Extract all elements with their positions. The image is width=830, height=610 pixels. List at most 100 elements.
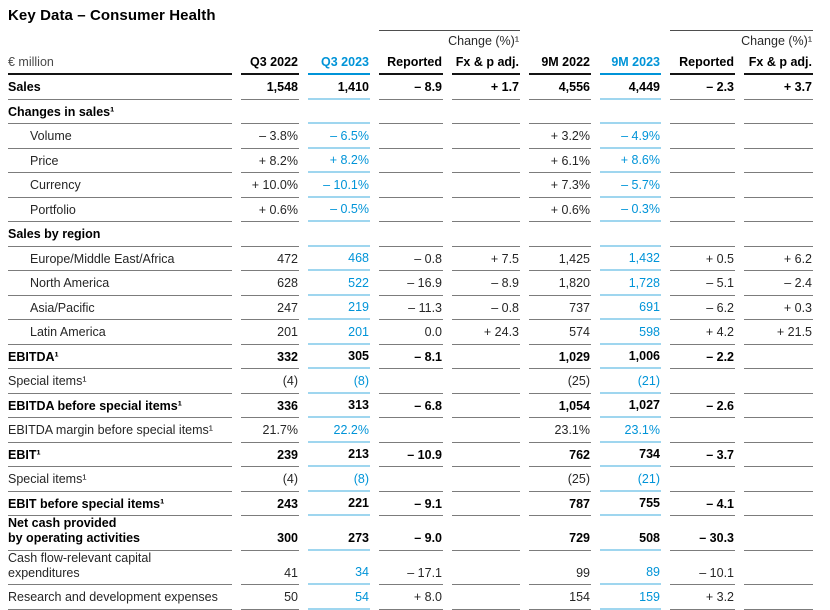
cell-fx-p-adj- (744, 173, 813, 198)
cell-reported: – 0.8 (379, 247, 443, 271)
cell-q3-2023: (8) (308, 467, 370, 492)
cell-reported: – 2.3 (670, 75, 735, 100)
cell-9m-2023: – 0.3% (600, 198, 661, 222)
table-row: Latin America 201 201 0.0 + 24.3 574 598 + 4.2 +… (8, 320, 813, 345)
cell-9m-2022: 1,820 (529, 271, 591, 296)
table-row: EBITDA before special items¹ 336 313 – 6.8 1… (8, 394, 813, 418)
cell-fx-p-adj- (452, 149, 520, 173)
cell-reported (379, 173, 443, 198)
table-body: Sales 1,548 1,410 – 8.9 + 1.7 4,556 4,449 – 2.3… (8, 75, 813, 610)
cell-reported: – 30.3 (670, 516, 735, 551)
column-header-row: € million Q3 2022 Q3 2023 Reported Fx & p a… (8, 50, 813, 75)
cell-q3-2023: 522 (308, 271, 370, 296)
cell-fx-p-adj- (744, 516, 813, 551)
cell-q3-2023: 221 (308, 492, 370, 516)
group-header-spacer (308, 30, 370, 50)
row-label: Sales by region (8, 222, 232, 247)
cell-reported: 0.0 (379, 320, 443, 345)
cell-fx-p-adj- (744, 124, 813, 149)
cell-9m-2022: 787 (529, 492, 591, 516)
column-header-q3-2023: Q3 2023 (308, 50, 370, 75)
cell-9m-2022: + 7.3% (529, 173, 591, 198)
cell-q3-2023 (308, 100, 370, 124)
cell-9m-2022 (529, 100, 591, 124)
cell-q3-2022: 201 (241, 320, 299, 345)
cell-fx-p-adj- (744, 394, 813, 418)
cell-q3-2022: 300 (241, 516, 299, 551)
cell-q3-2023: 219 (308, 296, 370, 320)
group-header-change-9m: Change (%)¹ (670, 30, 813, 50)
table-row: EBIT¹ 239 213 – 10.9 762 734 – 3.7 (8, 443, 813, 467)
group-header-spacer (529, 30, 591, 50)
key-data-table: Change (%)¹ Change (%)¹ € million Q3 202… (0, 30, 822, 610)
cell-reported: – 5.1 (670, 271, 735, 296)
cell-fx-p-adj-: – 8.9 (452, 271, 520, 296)
cell-q3-2023: 1,410 (308, 75, 370, 100)
column-header-9m-2023: 9M 2023 (600, 50, 661, 75)
cell-fx-p-adj- (452, 369, 520, 394)
cell-reported (379, 222, 443, 247)
table-row: Price + 8.2% + 8.2% + 6.1% + 8.6% (8, 149, 813, 173)
cell-fx-p-adj- (452, 551, 520, 585)
cell-reported (379, 100, 443, 124)
group-header-spacer (600, 30, 661, 50)
cell-fx-p-adj- (744, 369, 813, 394)
cell-fx-p-adj-: + 7.5 (452, 247, 520, 271)
cell-9m-2022: 762 (529, 443, 591, 467)
cell-9m-2023: – 4.9% (600, 124, 661, 149)
row-label: Asia/Pacific (8, 296, 232, 320)
cell-9m-2023: 1,027 (600, 394, 661, 418)
cell-reported: + 0.5 (670, 247, 735, 271)
cell-9m-2022: + 6.1% (529, 149, 591, 173)
cell-9m-2023: 1,006 (600, 345, 661, 369)
cell-9m-2023: + 8.6% (600, 149, 661, 173)
cell-9m-2023: 89 (600, 551, 661, 585)
row-label: EBIT before special items¹ (8, 492, 232, 516)
row-label: Special items¹ (8, 369, 232, 394)
table-row: Sales by region (8, 222, 813, 247)
cell-9m-2022 (529, 222, 591, 247)
cell-q3-2022 (241, 100, 299, 124)
column-header-reported: Reported (379, 50, 443, 75)
cell-fx-p-adj- (744, 492, 813, 516)
cell-9m-2022: + 3.2% (529, 124, 591, 149)
table-row: EBITDA¹ 332 305 – 8.1 1,029 1,006 – 2.2 (8, 345, 813, 369)
page-title: Key Data – Consumer Health (8, 7, 216, 24)
column-header-q3-2022: Q3 2022 (241, 50, 299, 75)
cell-q3-2022: – 3.8% (241, 124, 299, 149)
cell-q3-2023: 22.2% (308, 418, 370, 443)
cell-reported (670, 149, 735, 173)
cell-fx-p-adj-: + 24.3 (452, 320, 520, 345)
cell-fx-p-adj- (452, 124, 520, 149)
unit-label: € million (8, 50, 232, 75)
cell-fx-p-adj- (452, 345, 520, 369)
row-label: Changes in sales¹ (8, 100, 232, 124)
row-label: Volume (8, 124, 232, 149)
cell-q3-2022: 41 (241, 551, 299, 585)
cell-reported (379, 149, 443, 173)
cell-q3-2023 (308, 222, 370, 247)
cell-9m-2023: 4,449 (600, 75, 661, 100)
cell-fx-p-adj-: – 0.8 (452, 296, 520, 320)
cell-fx-p-adj-: + 0.3 (744, 296, 813, 320)
cell-reported (670, 222, 735, 247)
row-label: Price (8, 149, 232, 173)
cell-fx-p-adj- (452, 173, 520, 198)
cell-q3-2022: 1,548 (241, 75, 299, 100)
cell-q3-2022: 247 (241, 296, 299, 320)
table-row: Portfolio + 0.6% – 0.5% + 0.6% – 0.3% (8, 198, 813, 222)
cell-fx-p-adj- (452, 394, 520, 418)
table-row: Net cash provided by operating activitie… (8, 516, 813, 551)
cell-q3-2022: 332 (241, 345, 299, 369)
cell-fx-p-adj- (744, 418, 813, 443)
row-label: Cash flow-relevant capital expenditures (8, 551, 232, 585)
cell-q3-2022: + 10.0% (241, 173, 299, 198)
cell-q3-2023: 273 (308, 516, 370, 551)
cell-q3-2022: 243 (241, 492, 299, 516)
cell-fx-p-adj-: + 3.7 (744, 75, 813, 100)
column-header-reported: Reported (670, 50, 735, 75)
cell-q3-2023: – 6.5% (308, 124, 370, 149)
cell-q3-2023: 34 (308, 551, 370, 585)
cell-9m-2023: 691 (600, 296, 661, 320)
row-label: Sales (8, 75, 232, 100)
